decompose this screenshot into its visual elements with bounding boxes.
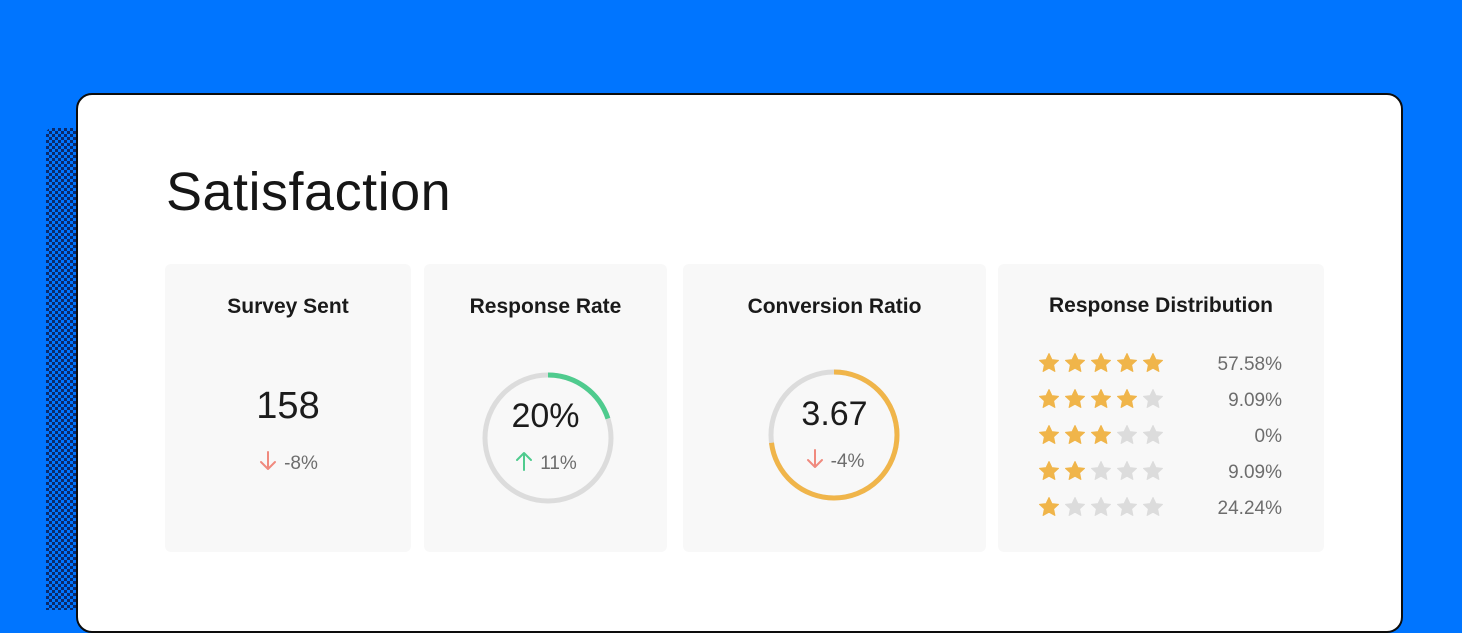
distribution-percent: 0%: [1254, 426, 1282, 447]
conversion-ratio-delta-text: -4%: [830, 451, 865, 472]
response-rate-ring: [482, 372, 614, 504]
star-rating: [1038, 424, 1168, 452]
star-empty-icon: [1142, 496, 1164, 518]
star-filled-icon: [1038, 460, 1060, 482]
conversion-ratio-title: Conversion Ratio: [747, 295, 922, 318]
survey-sent-delta: -8%: [165, 450, 411, 478]
star-filled-icon: [1090, 424, 1112, 446]
arrow-up-icon: [514, 450, 534, 478]
star-empty-icon: [1116, 424, 1138, 446]
star-filled-icon: [1116, 352, 1138, 374]
conversion-ratio-ring: [768, 369, 900, 501]
star-empty-icon: [1090, 496, 1112, 518]
response-rate-value: 20%: [511, 397, 580, 435]
star-filled-icon: [1038, 424, 1060, 446]
star-filled-icon: [1064, 424, 1086, 446]
star-filled-icon: [1142, 352, 1164, 374]
response-rate-delta: 11%: [424, 450, 667, 478]
star-filled-icon: [1038, 352, 1060, 374]
star-empty-icon: [1090, 460, 1112, 482]
conversion-ratio-value: 3.67: [801, 395, 868, 433]
response-rate-delta-text: 11%: [540, 453, 577, 474]
star-rating: [1038, 496, 1168, 524]
star-filled-icon: [1038, 388, 1060, 410]
distribution-percent: 57.58%: [1217, 354, 1282, 375]
star-filled-icon: [1038, 496, 1060, 518]
star-empty-icon: [1142, 388, 1164, 410]
star-empty-icon: [1142, 460, 1164, 482]
conversion-ratio-delta: -4%: [683, 448, 986, 476]
star-empty-icon: [1064, 496, 1086, 518]
star-filled-icon: [1064, 352, 1086, 374]
distribution-percent: 9.09%: [1228, 462, 1282, 483]
star-rating: [1038, 460, 1168, 488]
survey-sent-tile: Survey Sent 158 -8%: [165, 264, 411, 552]
satisfaction-card: Satisfaction Survey Sent 158 -8% Respons…: [76, 93, 1403, 633]
star-rating: [1038, 388, 1168, 416]
star-filled-icon: [1064, 388, 1086, 410]
star-filled-icon: [1116, 388, 1138, 410]
page-title: Satisfaction: [166, 162, 452, 222]
survey-sent-delta-text: -8%: [284, 453, 318, 474]
star-empty-icon: [1116, 496, 1138, 518]
distribution-percent: 24.24%: [1217, 498, 1282, 519]
star-empty-icon: [1116, 460, 1138, 482]
conversion-ratio-ring-progress: [768, 369, 900, 501]
distribution-row-1-stars: 24.24%: [1038, 496, 1282, 524]
arrow-down-icon: [258, 450, 278, 478]
star-filled-icon: [1064, 460, 1086, 482]
response-distribution-tile: Response Distribution 57.58% 9.09% 0% 9.09%…: [998, 264, 1324, 552]
distribution-row-2-stars: 9.09%: [1038, 460, 1282, 488]
distribution-row-5-stars: 57.58%: [1038, 352, 1282, 380]
response-rate-title: Response Rate: [469, 295, 622, 318]
distribution-row-3-stars: 0%: [1038, 424, 1282, 452]
distribution-percent: 9.09%: [1228, 390, 1282, 411]
star-filled-icon: [1090, 352, 1112, 374]
star-filled-icon: [1090, 388, 1112, 410]
survey-sent-value: 158: [256, 385, 320, 427]
response-rate-ring-progress: [482, 372, 614, 504]
response-rate-tile: Response Rate 20% 11%: [424, 264, 667, 552]
conversion-ratio-tile: Conversion Ratio 3.67 -4%: [683, 264, 986, 552]
star-empty-icon: [1142, 424, 1164, 446]
survey-sent-title: Survey Sent: [227, 295, 349, 318]
star-rating: [1038, 352, 1168, 380]
arrow-down-icon: [805, 448, 825, 476]
distribution-row-4-stars: 9.09%: [1038, 388, 1282, 416]
response-distribution-title: Response Distribution: [1048, 294, 1274, 317]
